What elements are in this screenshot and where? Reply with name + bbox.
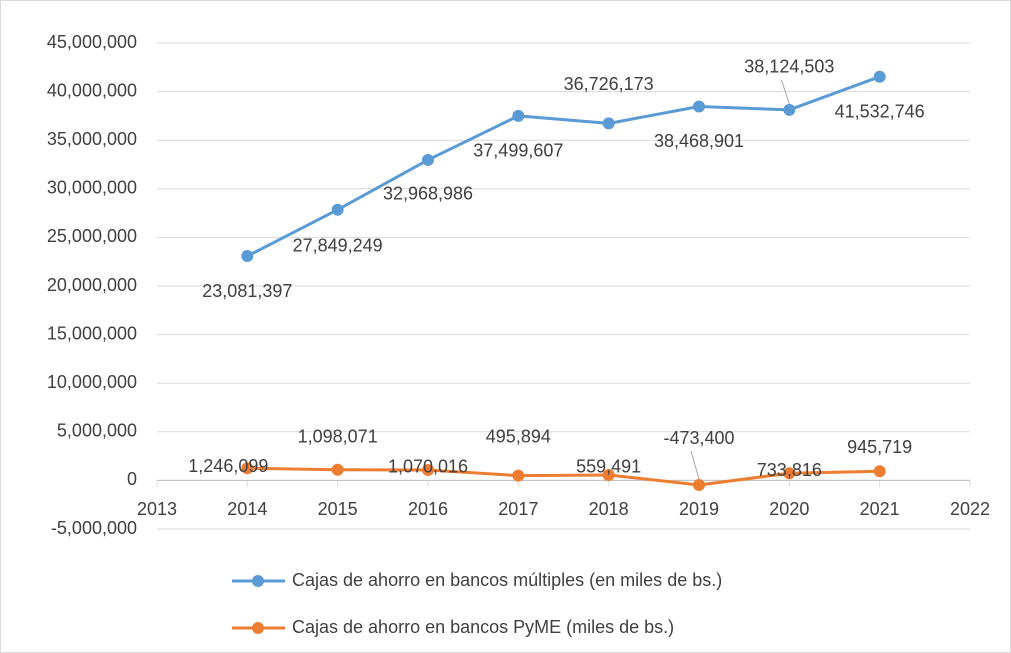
x-tick-label: 2016 <box>408 499 448 519</box>
point <box>512 469 525 482</box>
x-tick-label: 2020 <box>769 499 809 519</box>
point <box>331 463 344 476</box>
data-label: 733,816 <box>757 460 822 480</box>
legend-label: Cajas de ahorro en bancos PyME (miles de… <box>292 617 674 637</box>
leader-line <box>690 450 700 480</box>
point <box>241 462 254 475</box>
y-tick-label: 20,000,000 <box>47 275 137 295</box>
point <box>783 467 796 480</box>
y-tick-label: 10,000,000 <box>47 372 137 392</box>
data-label: 32,968,986 <box>383 184 473 204</box>
legend-marker <box>252 575 264 587</box>
x-tick-label: 2022 <box>950 499 990 519</box>
point <box>873 70 886 83</box>
point <box>422 463 434 476</box>
x-tick-label: 2021 <box>860 499 900 519</box>
data-label: 1,246,099 <box>188 456 268 476</box>
series-line <box>246 75 881 258</box>
data-label: 559,491 <box>576 457 641 477</box>
point <box>422 153 434 166</box>
leader-line <box>780 79 790 104</box>
x-tick-label: 2017 <box>498 499 538 519</box>
y-tick-label: 5,000,000 <box>57 421 137 441</box>
x-tick-label: 2013 <box>137 499 177 519</box>
point <box>873 465 886 478</box>
y-tick-label: 45,000,000 <box>47 32 137 52</box>
data-label: 1,098,071 <box>298 426 378 446</box>
point <box>512 109 525 122</box>
data-label: 37,499,607 <box>473 141 563 161</box>
data-label: 1,070,016 <box>388 457 468 477</box>
data-label: 945,719 <box>847 437 912 457</box>
point <box>241 250 254 263</box>
y-tick-label: 0 <box>127 469 137 489</box>
series-line <box>247 466 880 487</box>
x-tick-label: 2019 <box>679 499 719 519</box>
y-tick-label: 30,000,000 <box>47 178 137 198</box>
y-tick-label: 40,000,000 <box>47 80 137 100</box>
y-tick-label: 15,000,000 <box>47 323 137 343</box>
data-label: 38,468,901 <box>654 131 744 151</box>
x-tick-label: 2018 <box>589 499 629 519</box>
y-tick-label: 25,000,000 <box>47 226 137 246</box>
legend-marker <box>252 622 264 634</box>
data-label: 36,726,173 <box>564 74 654 94</box>
data-label: 27,849,249 <box>293 235 383 255</box>
data-label: 38,124,503 <box>744 57 834 77</box>
data-label: 41,532,746 <box>835 101 925 121</box>
legend-label: Cajas de ahorro en bancos múltiples (en … <box>292 570 722 590</box>
x-tick-label: 2015 <box>318 499 358 519</box>
point <box>331 203 344 216</box>
point <box>783 103 796 116</box>
data-label: -473,400 <box>663 428 734 448</box>
point <box>693 100 705 113</box>
data-label: 23,081,397 <box>202 281 292 301</box>
y-tick-label: 35,000,000 <box>47 129 137 149</box>
point <box>693 479 705 492</box>
y-tick-label: -5,000,000 <box>51 518 137 538</box>
data-label: 495,894 <box>486 426 551 446</box>
x-tick-label: 2014 <box>227 499 267 519</box>
point <box>602 117 615 130</box>
point <box>602 468 615 481</box>
